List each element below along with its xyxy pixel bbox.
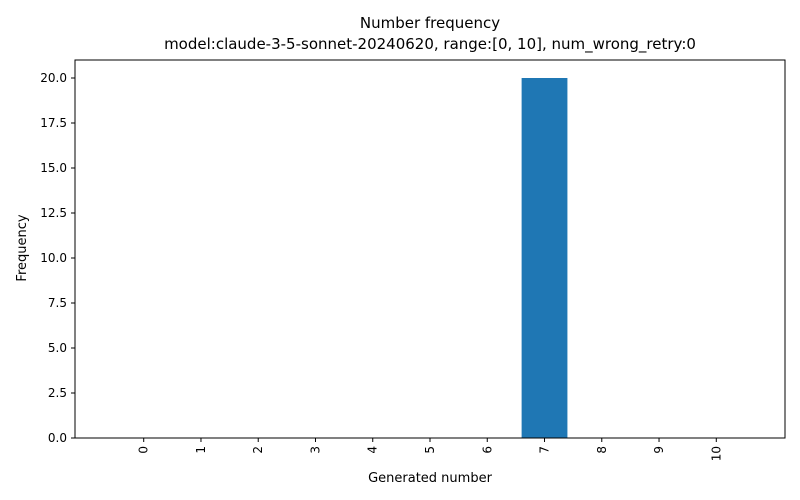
y-tick-label: 17.5: [40, 116, 67, 130]
x-tick-label: 8: [595, 446, 609, 454]
y-tick-label: 10.0: [40, 251, 67, 265]
y-tick-label: 20.0: [40, 71, 67, 85]
y-tick-label: 7.5: [48, 296, 67, 310]
y-axis-ticks: 0.0 2.5 5.0 7.5 10.0 12.5 15.0 17.5 20.0: [40, 71, 75, 445]
x-tick-label: 3: [308, 446, 322, 454]
x-tick-label: 9: [652, 446, 666, 454]
y-tick-label: 2.5: [48, 386, 67, 400]
x-tick-label: 10: [709, 446, 723, 461]
x-tick-label: 1: [194, 446, 208, 454]
x-tick-label: 0: [137, 446, 151, 454]
x-tick-label: 5: [423, 446, 437, 454]
y-tick-label: 0.0: [48, 431, 67, 445]
chart-title: Number frequency: [360, 14, 500, 32]
x-tick-label: 6: [480, 446, 494, 454]
chart-subtitle: model:claude-3-5-sonnet-20240620, range:…: [164, 35, 696, 54]
x-tick-label: 2: [251, 446, 265, 454]
y-axis-label: Frequency: [15, 214, 30, 281]
x-tick-label: 4: [366, 446, 380, 454]
bar-7: [521, 78, 568, 438]
y-tick-label: 15.0: [40, 161, 67, 175]
x-tick-label: 7: [538, 446, 552, 454]
x-axis-ticks: 0 1 2 3 4 5 6 7 8 9 10: [137, 438, 723, 461]
bars: [521, 78, 568, 438]
plot-frame: [74, 59, 786, 439]
x-axis-label: Generated number: [368, 471, 492, 486]
y-tick-label: 12.5: [40, 206, 67, 220]
y-tick-label: 5.0: [48, 341, 67, 355]
